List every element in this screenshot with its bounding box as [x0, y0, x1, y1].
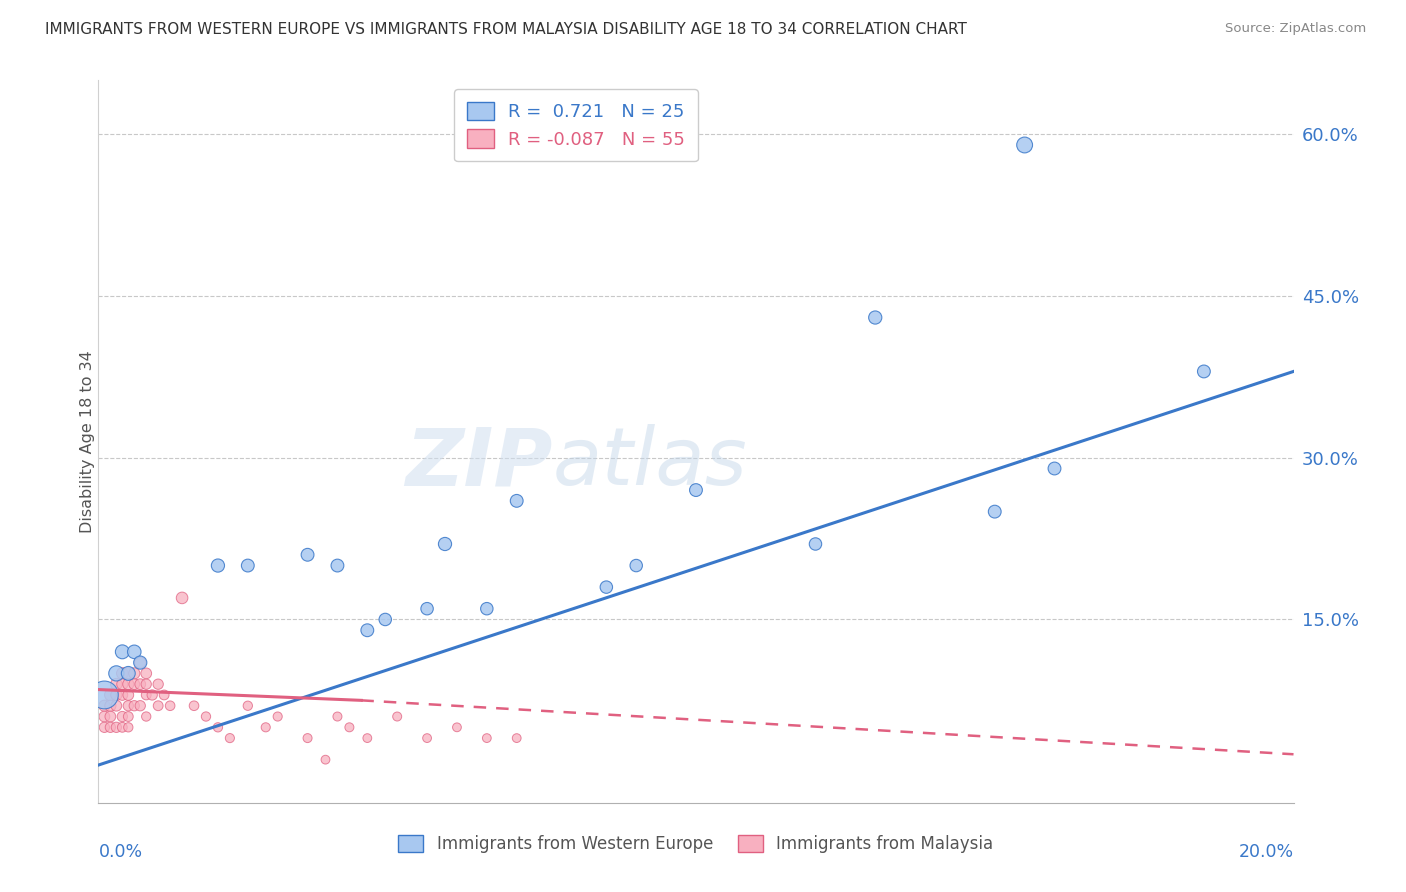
Point — [267, 709, 290, 723]
Point — [135, 688, 157, 702]
Point — [153, 688, 176, 702]
Point — [326, 709, 349, 723]
Text: Source: ZipAtlas.com: Source: ZipAtlas.com — [1226, 22, 1367, 36]
Point — [475, 601, 498, 615]
Point — [117, 720, 139, 734]
Point — [129, 698, 152, 713]
Point — [105, 688, 128, 702]
Point — [148, 698, 170, 713]
Point — [105, 666, 128, 681]
Point — [117, 677, 139, 691]
Point — [105, 720, 128, 734]
Point — [297, 548, 319, 562]
Text: atlas: atlas — [553, 425, 748, 502]
Point — [1043, 461, 1066, 475]
Point — [117, 666, 139, 681]
Point — [356, 624, 378, 638]
Point — [172, 591, 194, 605]
Point — [339, 720, 361, 734]
Point — [219, 731, 242, 745]
Point — [685, 483, 707, 497]
Point — [129, 656, 152, 670]
Point — [297, 731, 319, 745]
Point — [595, 580, 617, 594]
Point — [254, 720, 277, 734]
Point — [111, 677, 134, 691]
Point — [236, 558, 259, 573]
Point — [129, 656, 152, 670]
Point — [98, 698, 122, 713]
Point — [159, 698, 181, 713]
Point — [416, 601, 439, 615]
Point — [434, 537, 457, 551]
Point — [506, 493, 529, 508]
Point — [93, 709, 115, 723]
Point — [111, 688, 134, 702]
Point — [105, 698, 128, 713]
Text: IMMIGRANTS FROM WESTERN EUROPE VS IMMIGRANTS FROM MALAYSIA DISABILITY AGE 18 TO : IMMIGRANTS FROM WESTERN EUROPE VS IMMIGR… — [45, 22, 967, 37]
Point — [117, 709, 139, 723]
Point — [207, 558, 229, 573]
Point — [98, 709, 122, 723]
Point — [804, 537, 827, 551]
Point — [1192, 364, 1215, 378]
Point — [374, 612, 396, 626]
Point — [506, 731, 529, 745]
Point — [626, 558, 648, 573]
Point — [141, 688, 163, 702]
Point — [148, 677, 170, 691]
Point — [111, 666, 134, 681]
Text: 0.0%: 0.0% — [98, 843, 142, 861]
Point — [475, 731, 498, 745]
Point — [135, 666, 157, 681]
Y-axis label: Disability Age 18 to 34: Disability Age 18 to 34 — [80, 351, 94, 533]
Point — [93, 688, 115, 702]
Point — [326, 558, 349, 573]
Point — [124, 666, 146, 681]
Point — [111, 645, 134, 659]
Point — [124, 645, 146, 659]
Point — [93, 698, 115, 713]
Point — [117, 666, 139, 681]
Point — [98, 688, 122, 702]
Point — [124, 677, 146, 691]
Point — [416, 731, 439, 745]
Point — [183, 698, 205, 713]
Point — [385, 709, 409, 723]
Point — [207, 720, 229, 734]
Point — [124, 698, 146, 713]
Point — [111, 709, 134, 723]
Text: 20.0%: 20.0% — [1239, 843, 1294, 861]
Point — [135, 709, 157, 723]
Point — [111, 720, 134, 734]
Point — [93, 720, 115, 734]
Point — [315, 753, 337, 767]
Legend: Immigrants from Western Europe, Immigrants from Malaysia: Immigrants from Western Europe, Immigran… — [392, 828, 1000, 860]
Point — [129, 677, 152, 691]
Point — [117, 688, 139, 702]
Point — [356, 731, 378, 745]
Point — [865, 310, 887, 325]
Point — [105, 677, 128, 691]
Point — [117, 698, 139, 713]
Point — [446, 720, 468, 734]
Text: ZIP: ZIP — [405, 425, 553, 502]
Point — [98, 720, 122, 734]
Point — [195, 709, 218, 723]
Point — [984, 505, 1007, 519]
Point — [135, 677, 157, 691]
Point — [1014, 138, 1036, 153]
Point — [236, 698, 259, 713]
